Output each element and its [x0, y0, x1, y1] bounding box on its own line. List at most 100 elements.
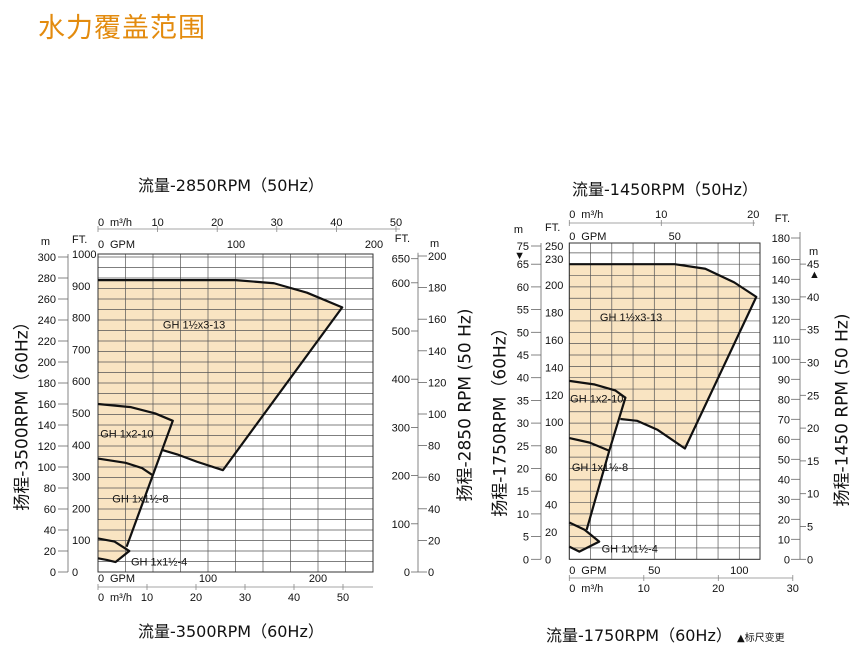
- chart2-left-m-tick-label: 30: [517, 418, 529, 430]
- chart1-right-ft-unit: FT.: [395, 233, 410, 245]
- chart1-top-gpm-tick-label: 200: [365, 239, 383, 251]
- chart2-scale-change-marker: ▼: [514, 250, 525, 262]
- chart2-right-ft-tick-label: 100: [772, 354, 790, 366]
- chart2-left-ft-tick-label: 230: [545, 254, 563, 266]
- chart2-left-ft-tick-label: 60: [545, 472, 557, 484]
- chart2-top-m3h-tick-label: 20: [747, 209, 759, 221]
- chart1-right-m-unit: m: [430, 238, 439, 250]
- chart2-left-m-tick-label: 50: [517, 327, 529, 339]
- chart1-top-m3h-tick-label: 10: [151, 217, 163, 229]
- chart2-right-ft-tick-label: 180: [772, 233, 790, 245]
- chart2-right-ft-tick-label: 30: [778, 494, 790, 506]
- chart2-coverage-fill: [569, 264, 757, 552]
- chart2-right-ft-tick-label: 50: [778, 454, 790, 466]
- chart1-right-ft-tick-label: 300: [392, 422, 410, 434]
- chart2-right-ft-tick-label: 90: [778, 374, 790, 386]
- chart2-bottom-gpm-unit: GPM: [581, 565, 606, 577]
- chart2-right-ft-tick-label: 20: [778, 514, 790, 526]
- chart1-coverage-fill: [98, 280, 343, 563]
- chart2-left-m-tick-label: 35: [517, 395, 529, 407]
- chart2-left-m-tick-label: 5: [523, 532, 529, 544]
- chart1-right-ft-tick-label: 100: [392, 519, 410, 531]
- chart2-bottom-m3h-tick-label: 30: [787, 583, 799, 595]
- chart1-right-m-tick-label: 200: [428, 251, 446, 263]
- chart2-left-m-unit: m: [514, 224, 523, 236]
- chart2-right-ft-tick-label: 160: [772, 255, 790, 267]
- chart1-bottom-m3h-tick-label: 50: [337, 592, 349, 604]
- chart2-left-m-tick-label: 25: [517, 441, 529, 453]
- chart1-left-m-tick-label: 80: [44, 483, 56, 495]
- chart1-top-gpm-tick-label: 0: [98, 239, 104, 251]
- chart1-left-m-tick-label: 240: [38, 315, 56, 327]
- chart2-bottom-m3h-tick-label: 20: [712, 583, 724, 595]
- chart2-right-ft-tick-label: 0: [784, 554, 790, 566]
- chart1-top-m3h-tick-label: 0: [98, 217, 104, 229]
- chart1-right-m-tick-label: 120: [428, 377, 446, 389]
- chart2-top-gpm-unit: GPM: [581, 231, 606, 243]
- chart2-top-m3h-tick-label: 0: [569, 209, 575, 221]
- chart2-right-ft-unit: FT.: [775, 213, 790, 225]
- chart1-bottom-m3h-tick-label: 30: [239, 592, 251, 604]
- chart2-left-m-tick-label: 60: [517, 282, 529, 294]
- chart2-right-ft-tick-label: 40: [778, 474, 790, 486]
- chart2-left-ft-tick-label: 20: [545, 527, 557, 539]
- chart1-bottom-m3h-unit: m³/h: [110, 592, 132, 604]
- chart1-left-ft-tick-label: 700: [72, 344, 90, 356]
- chart1-left-ft-tick-label: 200: [72, 503, 90, 515]
- chart1-left-m-tick-label: 300: [38, 252, 56, 264]
- chart2-right-m-tick-label: 5: [807, 522, 813, 534]
- chart2-left-ft-tick-label: 180: [545, 308, 563, 320]
- chart2-left-m-tick-label: 15: [517, 486, 529, 498]
- chart2-left-ft-tick-label: 160: [545, 335, 563, 347]
- chart1-right-m-tick-label: 100: [428, 409, 446, 421]
- chart2-left-m-tick-label: 10: [517, 509, 529, 521]
- chart1-left-m-tick-label: 180: [38, 378, 56, 390]
- chart2-left-ft-tick-label: 250: [545, 241, 563, 253]
- chart1-right-m-tick-label: 20: [428, 535, 440, 547]
- chart1-plot-frame: [97, 253, 374, 573]
- chart1-right-m-tick-label: 60: [428, 472, 440, 484]
- chart2-top-gpm-tick-label: 50: [669, 231, 681, 243]
- chart2-right-ft-tick-label: 10: [778, 534, 790, 546]
- chart1-bottom-m3h-tick-label: 0: [98, 592, 104, 604]
- chart2-right-ft-tick-label: 70: [778, 414, 790, 426]
- chart1-region-boundary-4: [97, 537, 131, 564]
- chart2-bottom-m3h-tick-label: 0: [569, 583, 575, 595]
- chart1-left-ft-unit: FT.: [72, 234, 87, 246]
- chart1-top-m3h-tick-label: 30: [271, 217, 283, 229]
- chart2-region-boundary-1: [569, 263, 758, 450]
- chart1-right-m-tick-label: 160: [428, 314, 446, 326]
- chart2-bottom-m3h-unit: m³/h: [581, 583, 603, 595]
- chart1-right-ft-tick-label: 500: [392, 326, 410, 338]
- chart2-right-m-unit: m: [809, 246, 818, 258]
- chart1-bottom-m3h-tick-label: 40: [288, 592, 300, 604]
- chart2-right-ft-tick-label: 80: [778, 394, 790, 406]
- chart2-title-top: 流量-1450RPM（50Hz）: [572, 180, 758, 199]
- chart1-left-m-tick-label: 220: [38, 336, 56, 348]
- chart2-right-m-tick-label: 20: [807, 423, 819, 435]
- chart1-left-ft-tick-label: 800: [72, 313, 90, 325]
- chart2-region-boundary-2: [569, 379, 627, 531]
- chart1-left-m-tick-label: 260: [38, 294, 56, 306]
- chart2-left-ft-tick-label: 0: [545, 554, 551, 566]
- chart2-right-ft-tick-label: 60: [778, 434, 790, 446]
- chart1-bottom-gpm-tick-label: 200: [309, 573, 327, 585]
- chart1-bottom-gpm-tick-label: 100: [199, 573, 217, 585]
- chart1-top-gpm-tick-label: 100: [227, 239, 245, 251]
- chart2-right-ft-tick-label: 140: [772, 274, 790, 286]
- chart1-right-m-tick-label: 0: [428, 567, 434, 579]
- chart2-left-m-tick-label: 55: [517, 305, 529, 317]
- chart2-left-m-tick-label: 45: [517, 350, 529, 362]
- chart1-left-ft-tick-label: 0: [72, 567, 78, 579]
- chart1-region-boundary-1: [98, 279, 344, 472]
- chart2-left-m-tick-label: 40: [517, 373, 529, 385]
- chart2-bottom-m3h-tick-label: 10: [638, 583, 650, 595]
- chart2-left-m-tick-label: 75: [517, 241, 529, 253]
- chart2-title-bottom: 流量-1750RPM（60Hz） ▲标尺变更: [546, 622, 785, 646]
- chart1-right-ft-tick-label: 0: [404, 567, 410, 579]
- chart1-left-m-tick-label: 20: [44, 546, 56, 558]
- chart1-top-m3h-unit: m³/h: [110, 217, 132, 229]
- chart2-left-m-tick-label: 65: [517, 259, 529, 271]
- chart1-left-m-tick-label: 280: [38, 273, 56, 285]
